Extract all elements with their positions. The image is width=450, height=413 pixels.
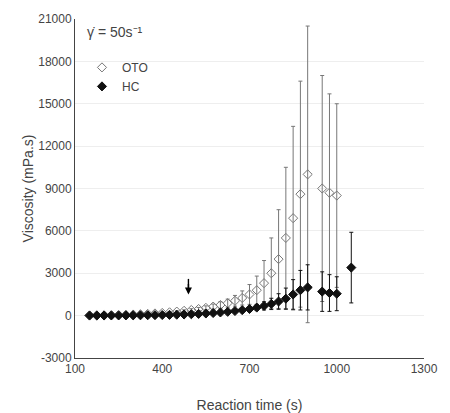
- svg-text:γ̇ = 50s⁻¹: γ̇ = 50s⁻¹: [87, 24, 143, 40]
- svg-text:12000: 12000: [38, 139, 72, 153]
- svg-text:Reaction time (s): Reaction time (s): [197, 397, 303, 413]
- svg-text:700: 700: [239, 362, 259, 376]
- svg-text:1000: 1000: [323, 362, 350, 376]
- svg-text:100: 100: [65, 362, 85, 376]
- svg-text:6000: 6000: [45, 224, 72, 238]
- svg-text:15000: 15000: [38, 97, 72, 111]
- svg-text:400: 400: [152, 362, 172, 376]
- svg-text:HC: HC: [122, 80, 140, 94]
- svg-text:Viscosity (mPa.s): Viscosity (mPa.s): [20, 135, 36, 243]
- svg-text:OTO: OTO: [122, 61, 148, 75]
- svg-text:0: 0: [65, 309, 72, 323]
- svg-text:18000: 18000: [38, 55, 72, 69]
- svg-text:3000: 3000: [45, 266, 72, 280]
- svg-text:-3000: -3000: [41, 351, 72, 365]
- svg-text:21000: 21000: [38, 12, 72, 26]
- svg-text:9000: 9000: [45, 182, 72, 196]
- svg-text:1300: 1300: [411, 362, 438, 376]
